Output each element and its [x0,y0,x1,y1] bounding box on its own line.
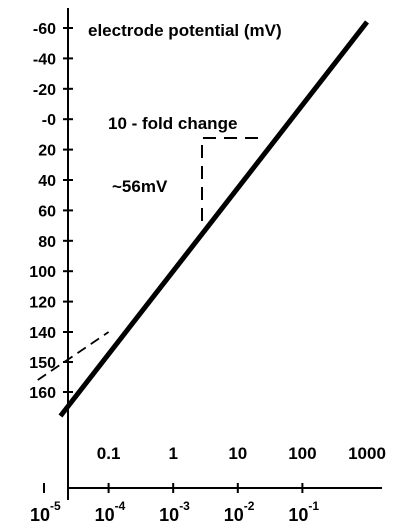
y-tick-label: -20 [33,82,56,99]
y-tick-label: 160 [29,385,56,402]
fold-change-guide-lines [201,137,265,221]
y-tick-label: 60 [38,203,56,220]
y-tick-label: -60 [33,21,56,38]
axes-group [67,8,382,500]
ticks-group [43,27,304,493]
potential-change-label: ~56mV [112,177,168,196]
x-upper-tick-label: 10 [228,444,247,463]
fold-change-label: 10 - fold change [108,114,237,133]
x-lower-tick-label: 10 -4 [95,499,126,525]
x-lower-tick-label: 10 -3 [159,499,190,525]
main-response-line [58,20,369,418]
x-lower-tick-label: 10 -2 [224,499,255,525]
x-lower-tick-exponent: -3 [179,499,190,513]
chart-title: electrode potential (mV) [88,21,282,40]
x-upper-tick-label: 1000 [348,444,386,463]
y-tick-label: 120 [29,295,56,312]
y-tick-label: 150 [29,355,56,372]
y-tick-label: -0 [42,112,56,129]
low-concentration-dashed-line [37,331,110,381]
x-lower-tick-exponent: -1 [308,499,319,513]
y-tick-label: 40 [38,173,56,190]
x-lower-tick-base: 10 [30,505,50,525]
x-lower-tick-label: 10 -5 [30,499,61,525]
x-lower-tick-base: 10 [159,505,179,525]
x-lower-tick-exponent: -5 [50,499,61,513]
x-lower-tick-base: 10 [288,505,308,525]
x-lower-tick-exponent: -4 [115,499,126,513]
x-lower-tick-label: 10 -1 [288,499,319,525]
x-lower-tick-base: 10 [95,505,115,525]
x-upper-tick-label: 0.1 [97,444,121,463]
x-upper-tick-label: 1 [168,444,177,463]
annotation-group: 10 - fold change ~56mV [108,114,265,221]
y-tick-label: 20 [38,143,56,160]
series-group [37,20,369,418]
y-tick-label: 140 [29,325,56,342]
y-tick-label: 80 [38,234,56,251]
y-tick-label: 100 [29,264,56,281]
labels-group: electrode potential (mV) -60 -40 -20 -0 20 40 6… [29,21,386,525]
x-upper-tick-label: 100 [288,444,316,463]
x-lower-tick-base: 10 [224,505,244,525]
y-tick-label: -40 [33,51,56,68]
x-lower-tick-exponent: -2 [244,499,255,513]
